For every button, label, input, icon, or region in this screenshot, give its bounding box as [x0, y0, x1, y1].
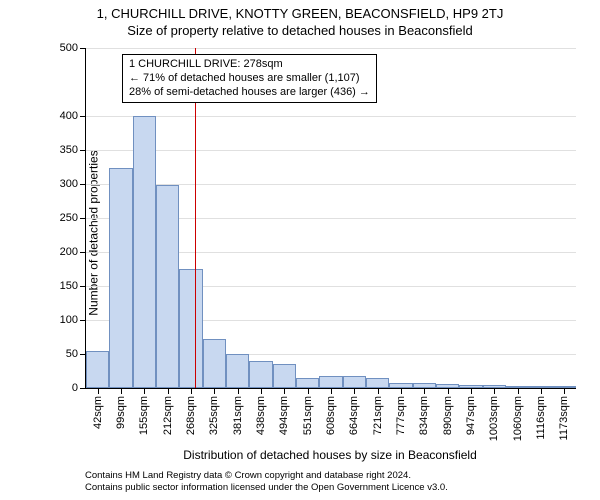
histogram-bar	[109, 168, 132, 388]
annotation-line-1: 1 CHURCHILL DRIVE: 278sqm	[129, 58, 370, 72]
annotation-line-2: ← 71% of detached houses are smaller (1,…	[129, 72, 370, 86]
x-tick-label: 381sqm	[232, 396, 244, 435]
x-tick-label: 890sqm	[442, 396, 454, 435]
annotation-line-3: 28% of semi-detached houses are larger (…	[129, 86, 370, 100]
x-tick-label: 42sqm	[92, 396, 104, 429]
x-tick	[168, 388, 169, 394]
histogram-bar	[203, 339, 226, 388]
x-tick-label: 608sqm	[325, 396, 337, 435]
gridline	[86, 150, 576, 151]
x-tick-label: 1173sqm	[558, 396, 570, 440]
x-tick-label: 947sqm	[465, 396, 477, 435]
x-tick	[494, 388, 495, 394]
x-tick-label: 551sqm	[302, 396, 314, 435]
footer: Contains HM Land Registry data © Crown c…	[85, 470, 448, 494]
x-tick-label: 438sqm	[255, 396, 267, 435]
x-tick-label: 212sqm	[162, 396, 174, 435]
annotation-box: 1 CHURCHILL DRIVE: 278sqm ← 71% of detac…	[122, 54, 377, 103]
x-tick-label: 834sqm	[418, 396, 430, 435]
histogram-bar	[86, 351, 109, 388]
x-tick	[378, 388, 379, 394]
x-tick	[144, 388, 145, 394]
histogram-bar	[179, 269, 202, 388]
x-tick	[331, 388, 332, 394]
title-line-2: Size of property relative to detached ho…	[0, 23, 600, 40]
x-tick-label: 1116sqm	[535, 396, 547, 440]
x-tick-label: 155sqm	[138, 396, 150, 435]
histogram-bar	[156, 185, 179, 388]
y-tick-label: 250	[60, 212, 86, 224]
x-tick	[191, 388, 192, 394]
x-tick	[308, 388, 309, 394]
histogram-bar	[249, 361, 272, 388]
y-tick-label: 50	[66, 348, 86, 360]
y-tick-label: 100	[60, 314, 86, 326]
histogram-bar	[319, 376, 342, 388]
x-tick	[238, 388, 239, 394]
x-tick	[261, 388, 262, 394]
histogram-bar	[296, 378, 319, 388]
x-tick	[541, 388, 542, 394]
plot-area: 05010015020025030035040050042sqm99sqm155…	[85, 48, 576, 389]
x-tick	[471, 388, 472, 394]
y-tick-label: 300	[60, 178, 86, 190]
y-tick-label: 500	[60, 42, 86, 54]
title-block: 1, CHURCHILL DRIVE, KNOTTY GREEN, BEACON…	[0, 0, 600, 40]
histogram-bar	[133, 116, 156, 388]
x-tick-label: 664sqm	[348, 396, 360, 435]
y-tick-label: 200	[60, 246, 86, 258]
histogram-bar	[343, 376, 366, 388]
gridline	[86, 116, 576, 117]
y-tick-label: 0	[72, 382, 86, 394]
x-tick	[284, 388, 285, 394]
x-tick-label: 1003sqm	[488, 396, 500, 441]
x-tick	[518, 388, 519, 394]
y-tick-label: 350	[60, 144, 86, 156]
x-tick	[424, 388, 425, 394]
gridline	[86, 48, 576, 49]
title-line-1: 1, CHURCHILL DRIVE, KNOTTY GREEN, BEACON…	[0, 6, 600, 23]
x-tick-label: 721sqm	[372, 396, 384, 435]
y-tick-label: 400	[60, 110, 86, 122]
y-tick-label: 150	[60, 280, 86, 292]
histogram-bar	[226, 354, 249, 388]
footer-line-1: Contains HM Land Registry data © Crown c…	[85, 470, 448, 482]
x-tick-label: 325sqm	[208, 396, 220, 435]
x-tick-label: 1060sqm	[512, 396, 524, 441]
x-tick	[401, 388, 402, 394]
x-tick	[564, 388, 565, 394]
histogram-bar	[273, 364, 296, 388]
x-tick-label: 777sqm	[395, 396, 407, 435]
x-tick	[121, 388, 122, 394]
x-tick	[354, 388, 355, 394]
x-tick-label: 494sqm	[278, 396, 290, 435]
histogram-bar	[366, 378, 389, 388]
chart-wrap: Number of detached properties 0501001502…	[55, 48, 575, 418]
x-tick	[98, 388, 99, 394]
x-tick	[214, 388, 215, 394]
x-tick-label: 99sqm	[115, 396, 127, 429]
x-tick	[448, 388, 449, 394]
chart-container: 1, CHURCHILL DRIVE, KNOTTY GREEN, BEACON…	[0, 0, 600, 500]
x-tick-label: 268sqm	[185, 396, 197, 435]
footer-line-2: Contains public sector information licen…	[85, 482, 448, 494]
